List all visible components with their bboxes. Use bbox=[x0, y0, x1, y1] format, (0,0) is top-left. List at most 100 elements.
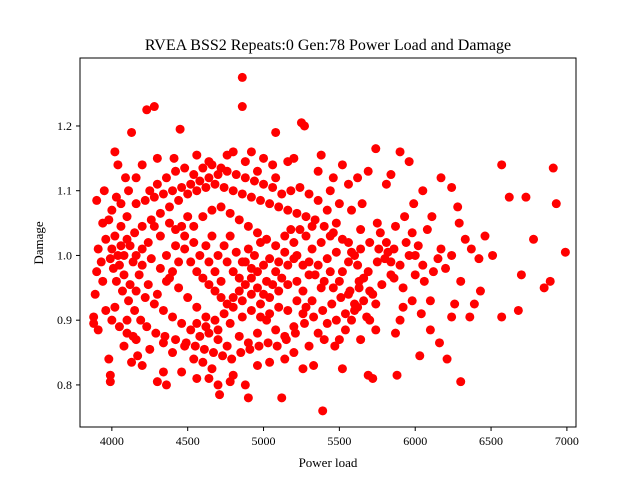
data-point bbox=[145, 186, 155, 196]
data-point bbox=[160, 331, 170, 341]
data-point bbox=[256, 299, 266, 309]
data-point bbox=[322, 205, 332, 215]
data-point bbox=[198, 163, 208, 173]
data-point bbox=[280, 247, 290, 257]
data-point bbox=[347, 205, 357, 215]
data-point bbox=[121, 173, 131, 183]
data-point bbox=[295, 182, 305, 192]
data-point bbox=[189, 238, 199, 247]
data-point bbox=[301, 302, 311, 312]
data-point bbox=[201, 312, 211, 322]
data-point bbox=[180, 231, 190, 241]
data-point bbox=[151, 328, 161, 338]
data-point bbox=[277, 273, 287, 283]
data-point bbox=[127, 127, 137, 137]
data-point bbox=[254, 341, 264, 351]
data-point bbox=[268, 160, 278, 170]
data-point bbox=[274, 302, 284, 312]
data-point bbox=[168, 186, 178, 196]
data-point bbox=[325, 231, 335, 241]
data-point bbox=[357, 199, 367, 209]
data-point bbox=[225, 318, 235, 328]
data-point bbox=[299, 121, 309, 131]
data-point bbox=[130, 305, 140, 315]
data-point bbox=[371, 144, 381, 154]
data-point bbox=[372, 257, 382, 267]
data-point bbox=[234, 331, 244, 341]
data-point bbox=[434, 338, 444, 348]
data-point bbox=[246, 263, 256, 273]
data-point bbox=[456, 377, 466, 387]
data-point bbox=[513, 305, 523, 315]
data-point bbox=[208, 348, 218, 358]
data-point bbox=[356, 335, 366, 345]
data-point bbox=[252, 166, 262, 176]
data-point bbox=[149, 299, 159, 309]
data-point bbox=[198, 273, 208, 283]
data-point bbox=[390, 221, 400, 231]
data-point bbox=[413, 241, 423, 251]
data-point bbox=[195, 176, 205, 186]
data-point bbox=[137, 244, 147, 254]
data-point bbox=[407, 296, 417, 306]
data-point bbox=[219, 309, 229, 319]
x-tick-label: 5000 bbox=[252, 434, 276, 448]
data-point bbox=[362, 312, 372, 322]
data-point bbox=[225, 208, 235, 218]
data-point bbox=[192, 267, 202, 277]
data-point bbox=[92, 195, 102, 205]
data-point bbox=[318, 406, 328, 416]
data-point bbox=[134, 270, 144, 280]
data-point bbox=[116, 241, 126, 251]
data-point bbox=[198, 357, 208, 367]
data-point bbox=[340, 325, 350, 335]
data-point bbox=[263, 338, 273, 348]
data-point bbox=[107, 205, 117, 215]
data-point bbox=[137, 361, 147, 370]
data-point bbox=[171, 166, 181, 176]
data-point bbox=[354, 283, 364, 293]
data-point bbox=[274, 202, 284, 212]
data-point bbox=[246, 192, 256, 202]
data-point bbox=[237, 72, 247, 82]
data-point bbox=[410, 270, 420, 280]
data-point bbox=[189, 221, 199, 231]
data-point bbox=[149, 102, 159, 112]
data-point bbox=[289, 153, 299, 163]
data-point bbox=[240, 157, 250, 167]
data-point bbox=[131, 173, 141, 183]
data-point bbox=[356, 244, 366, 254]
data-point bbox=[192, 186, 202, 196]
data-point bbox=[175, 124, 185, 134]
data-point bbox=[231, 170, 241, 180]
data-point bbox=[207, 231, 217, 241]
data-point bbox=[93, 325, 103, 335]
data-point bbox=[371, 299, 381, 309]
data-point bbox=[389, 244, 399, 254]
data-point bbox=[289, 238, 299, 247]
data-point bbox=[201, 182, 211, 192]
data-point bbox=[195, 250, 205, 260]
data-point bbox=[418, 186, 428, 196]
data-point bbox=[143, 280, 153, 290]
data-point bbox=[207, 364, 217, 374]
data-point bbox=[152, 289, 162, 299]
data-point bbox=[93, 244, 103, 254]
data-point bbox=[252, 328, 262, 338]
data-point bbox=[161, 276, 171, 286]
data-point bbox=[192, 302, 202, 312]
data-point bbox=[256, 195, 266, 205]
data-point bbox=[234, 273, 244, 283]
data-point bbox=[98, 218, 108, 228]
data-point bbox=[307, 296, 317, 306]
data-point bbox=[290, 328, 300, 338]
data-point bbox=[271, 267, 281, 277]
data-point bbox=[328, 283, 338, 293]
data-point bbox=[310, 270, 320, 280]
data-point bbox=[265, 357, 275, 367]
data-point bbox=[374, 244, 384, 254]
data-point bbox=[372, 218, 382, 228]
data-point bbox=[137, 260, 147, 270]
data-point bbox=[168, 267, 178, 277]
data-point bbox=[318, 305, 328, 315]
